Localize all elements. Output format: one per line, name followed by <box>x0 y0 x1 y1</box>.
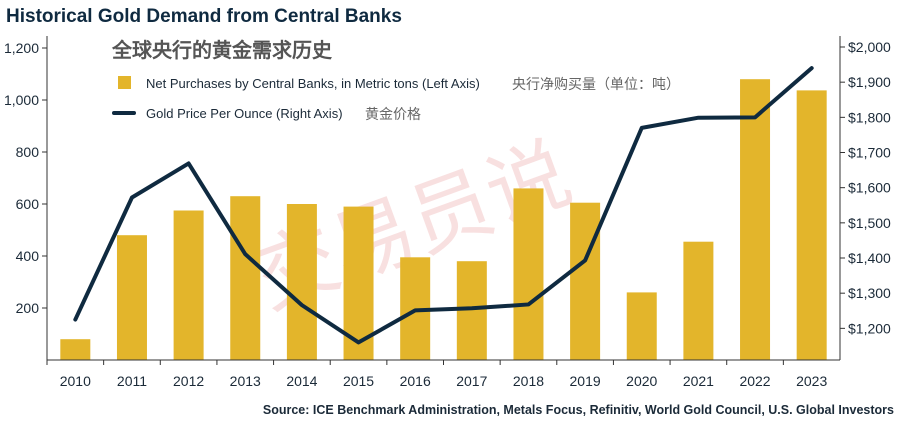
bar-2022 <box>740 79 771 360</box>
legend: 全球央行的黄金需求历史 Net Purchases by Central Bank… <box>111 38 680 123</box>
x-tick-label-2017: 2017 <box>456 373 487 389</box>
right-tick-label: $1,700 <box>848 145 891 161</box>
left-tick-label: 1,200 <box>4 40 39 56</box>
right-tick-label: $1,600 <box>848 180 891 196</box>
price-point-2018 <box>526 302 530 306</box>
price-line-series <box>73 66 814 345</box>
chinese-chart-title: 全球央行的黄金需求历史 <box>111 38 333 62</box>
x-tick-label-2022: 2022 <box>739 373 770 389</box>
bar-2018 <box>513 188 544 360</box>
price-point-2016 <box>413 308 417 312</box>
right-tick-label: $1,200 <box>848 320 891 336</box>
chart-title: Historical Gold Demand from Central Bank… <box>6 6 402 27</box>
legend-label-line-cn: 黄金价格 <box>365 106 421 123</box>
legend-label-bar: Net Purchases by Central Banks, in Metri… <box>146 76 480 91</box>
bar-2013 <box>230 196 261 360</box>
bar-2014 <box>286 204 317 360</box>
price-point-2022 <box>753 115 757 119</box>
right-tick-label: $1,400 <box>848 250 891 266</box>
left-tick-label: 400 <box>16 248 40 264</box>
price-point-2012 <box>187 161 191 165</box>
x-tick-label-2011: 2011 <box>117 373 147 389</box>
price-point-2010 <box>73 318 77 322</box>
bar-2012 <box>173 210 204 360</box>
bar-2020 <box>626 292 657 360</box>
x-tick-label-2015: 2015 <box>343 373 374 389</box>
x-tick-label-2023: 2023 <box>796 373 827 389</box>
left-tick-label: 600 <box>16 196 40 212</box>
right-tick-label: $1,800 <box>848 109 891 125</box>
gold-price-line <box>73 66 814 345</box>
bar-2019 <box>570 202 601 360</box>
left-tick-label: 200 <box>16 300 40 316</box>
right-tick-label: $2,000 <box>848 39 891 55</box>
x-tick-label-2019: 2019 <box>570 373 601 389</box>
source-note: Source: ICE Benchmark Administration, Me… <box>262 403 894 417</box>
bar-2021 <box>683 241 714 360</box>
left-tick-label: 1,000 <box>4 92 39 108</box>
price-point-2011 <box>130 196 134 200</box>
price-point-2019 <box>583 258 587 262</box>
x-tick-label-2016: 2016 <box>400 373 431 389</box>
bar-2010 <box>60 339 91 360</box>
x-tick-label-2010: 2010 <box>60 373 91 389</box>
legend-swatch-bar <box>118 76 131 89</box>
price-point-2021 <box>696 116 700 120</box>
legend-label-bar-cn: 央行净购买量（单位：吨） <box>512 77 680 93</box>
price-point-2017 <box>470 306 474 310</box>
left-tick-label: 800 <box>16 144 40 160</box>
axes: 200 400 600 800 1,000 1,200 $1,200 $1,300 $1,400… <box>4 36 891 389</box>
x-tick-label-2020: 2020 <box>626 373 657 389</box>
price-point-2023 <box>810 66 814 70</box>
right-tick-label: $1,500 <box>848 215 891 231</box>
right-tick-label: $1,900 <box>848 74 891 90</box>
x-tick-label-2012: 2012 <box>173 373 204 389</box>
x-tick-label-2018: 2018 <box>513 373 544 389</box>
price-point-2015 <box>357 340 361 344</box>
x-tick-label-2014: 2014 <box>286 373 317 389</box>
price-point-2020 <box>640 126 644 130</box>
right-tick-label: $1,300 <box>848 285 891 301</box>
legend-label-line: Gold Price Per Ounce (Right Axis) <box>146 106 343 121</box>
x-tick-label-2021: 2021 <box>683 373 714 389</box>
bar-2023 <box>796 90 827 360</box>
x-tick-label-2013: 2013 <box>230 373 261 389</box>
price-point-2014 <box>300 303 304 307</box>
bar-2011 <box>116 235 147 360</box>
price-point-2013 <box>243 252 247 256</box>
